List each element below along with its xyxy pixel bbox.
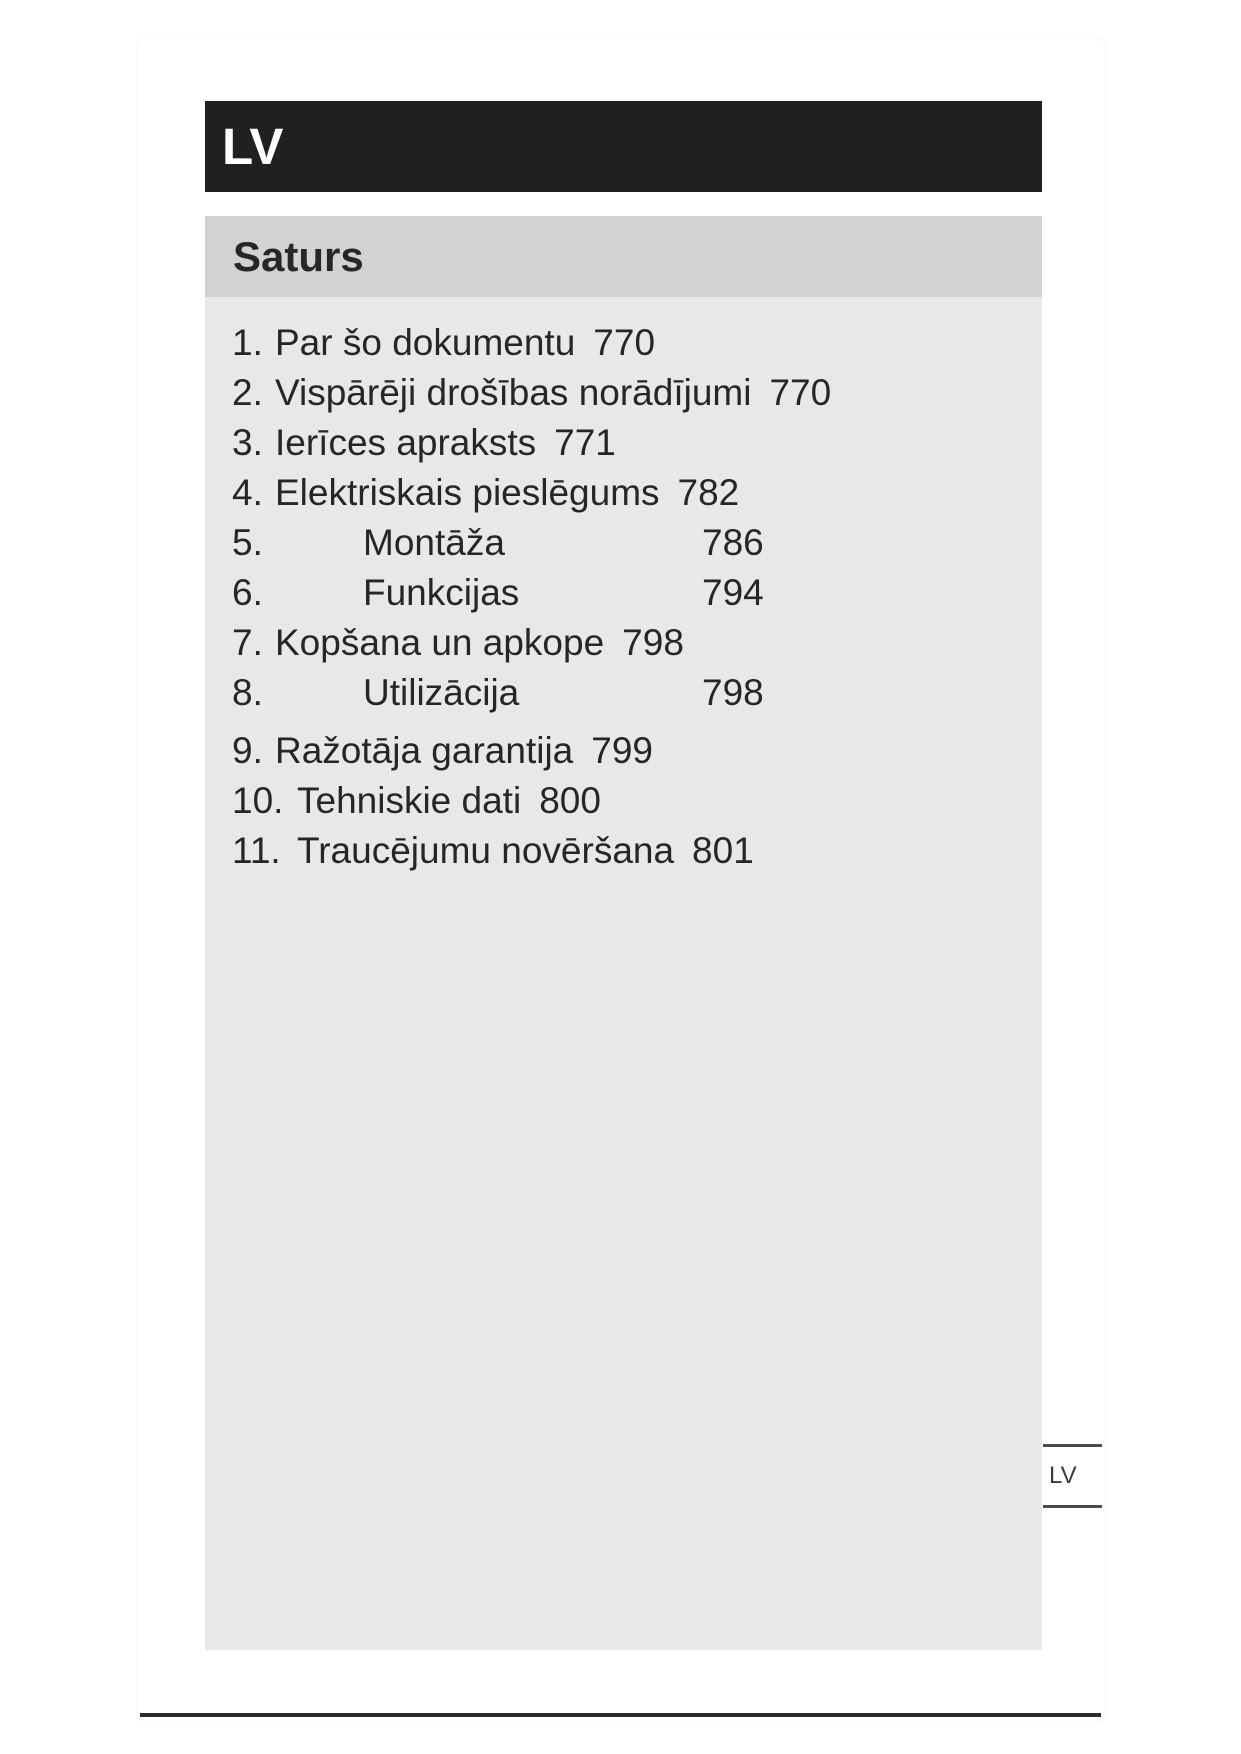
toc-item: 6. Funkcijas 794 [232,568,1042,618]
toc-item: 9. Ražotāja garantija 799 [232,726,1042,776]
toc-item-number: 5. [232,522,263,563]
footer-rule [140,1713,1101,1717]
toc-item-title: Ražotāja garantija [275,730,574,771]
toc-item-page: 770 [769,372,832,413]
toc-item-title: Utilizācija [363,672,520,713]
toc-item: 11. Traucējumu novēršana 801 [232,826,1042,876]
toc-item-number: 7. [232,622,263,663]
toc-item: 10. Tehniskie dati 800 [232,776,1042,826]
toc-item-title: Vispārēji drošības norādījumi [275,372,752,413]
toc-item: 8. Utilizācija 798 [232,668,1042,718]
toc-item-title: Par šo dokumentu [275,322,576,363]
toc-item-title: Ierīces apraksts [275,422,537,463]
toc-item-title: Montāža [363,522,505,563]
toc-title-bar: Saturs [205,216,1042,297]
toc-list: 1. Par šo dokumentu 770 2. Vispārēji drošība… [205,297,1042,876]
toc-item-number: 2. [232,372,263,413]
toc-item-page: 786 [702,522,764,563]
toc-item-number: 6. [232,572,263,613]
toc-item-page: 800 [539,780,601,821]
toc-content-panel: 1. Par šo dokumentu 770 2. Vispārēji drošība… [205,297,1042,1650]
toc-item-number: 1. [232,322,263,363]
toc-item-page: 798 [622,622,684,663]
toc-item-number: 11. [232,830,281,871]
toc-item: 4. Elektriskais pieslēgums 782 [232,468,1042,518]
toc-item-title: Kopšana un apkope [275,622,605,663]
language-header-bar: LV [205,101,1042,192]
toc-item: 2. Vispārēji drošības norādījumi 770 [232,368,1042,418]
page-edge-language-label: LV [1049,1462,1077,1489]
toc-item: 7. Kopšana un apkope 798 [232,618,1042,668]
toc-item-title: Tehniskie dati [297,780,522,821]
toc-item-number: 10. [232,780,284,821]
toc-item: 1. Par šo dokumentu 770 [232,318,1042,368]
toc-item-page: 770 [593,322,656,363]
toc-item: 3. Ierīces apraksts 771 [232,418,1042,468]
toc-item-page: 782 [677,472,740,513]
toc-item-title: Elektriskais pieslēgums [275,472,660,513]
toc-item: 5. Montāža 786 [232,518,1042,568]
toc-item-page: 798 [702,672,764,713]
toc-item-page: 801 [692,830,754,871]
toc-item-number: 3. [232,422,263,463]
toc-item-title: Funkcijas [363,572,520,613]
toc-item-number: 4. [232,472,263,513]
toc-item-page: 794 [702,572,764,613]
toc-item-page: 799 [591,730,653,771]
toc-item-number: 9. [232,730,263,771]
toc-item-page: 771 [554,422,616,463]
page-edge-language-tab: LV [1043,1444,1102,1508]
toc-title: Saturs [233,233,364,280]
toc-item-number: 8. [232,672,263,713]
toc-item-title: Traucējumu novēršana [297,830,675,871]
language-code-label: LV [222,118,284,175]
